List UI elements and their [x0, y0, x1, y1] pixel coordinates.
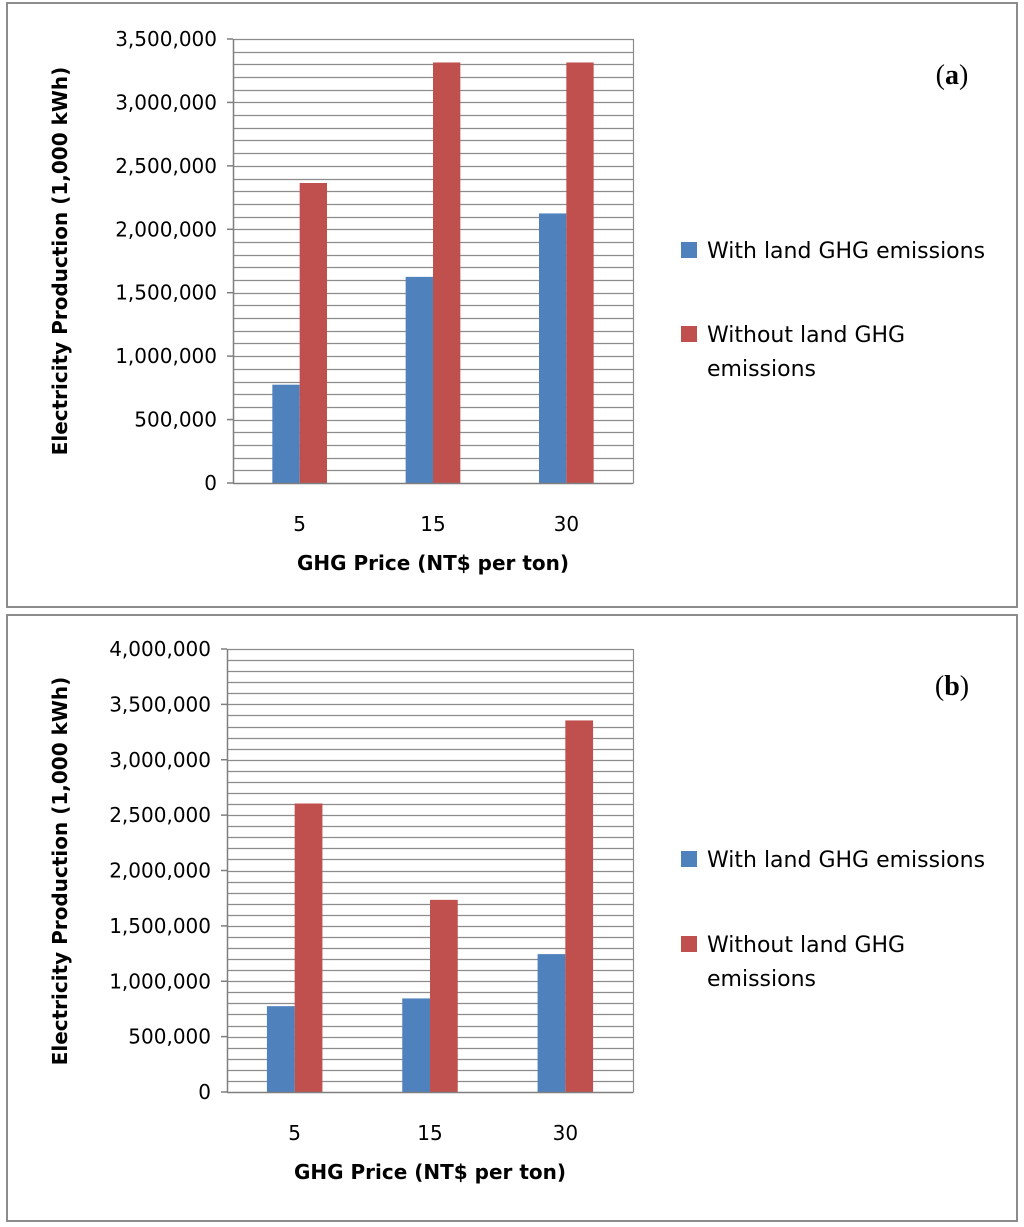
- chart-a-bar-with-land-30: [539, 213, 567, 483]
- chart-a-bar-without-land-5: [299, 182, 327, 484]
- chart-b-y-tick-label: 500,000: [128, 1025, 211, 1049]
- chart-a-y-tick-label: 3,000,000: [115, 90, 217, 114]
- chart-b-legend-swatch-with-land: [681, 851, 697, 867]
- chart-b-bars: [266, 720, 594, 1092]
- chart-b-y-tick-label: 0: [198, 1080, 211, 1104]
- chart-a-y-tick-label: 2,000,000: [115, 217, 217, 241]
- chart-b-bar-without-land-30: [565, 720, 594, 1092]
- chart-b-x-tick-label: 30: [553, 1121, 578, 1145]
- chart-a-y-tick-label: 0: [204, 471, 217, 495]
- chart-panel-a: 0 500,000 1,000,000 1,500,000 2,000,000 2,500…: [6, 2, 1018, 608]
- chart-b-y-tick-label: 4,000,000: [109, 637, 211, 661]
- chart-b-panel-label-close: ): [960, 671, 969, 702]
- chart-b-legend: With land GHG emissions Without land GHG e…: [681, 848, 985, 992]
- chart-b-svg: 0 500,000 1,000,000 1,500,000 2,000,000 2,500…: [48, 637, 985, 1184]
- chart-a-panel-label-letter: a: [945, 60, 959, 91]
- chart-a-x-tick-label: 30: [554, 512, 579, 536]
- chart-a-bar-without-land-30: [566, 62, 594, 484]
- chart-b-y-tick-label: 1,500,000: [109, 914, 211, 938]
- chart-b-y-tick-label: 3,500,000: [109, 692, 211, 716]
- chart-a-legend-swatch-without-land: [681, 326, 697, 342]
- chart-a-y-tick-label: 2,500,000: [115, 154, 217, 178]
- chart-b-panel-label-open: (: [935, 671, 944, 702]
- chart-a-y-tick-label: 1,500,000: [115, 281, 217, 305]
- chart-b-legend-swatch-without-land: [681, 936, 697, 952]
- chart-b-x-tick-label: 5: [288, 1121, 301, 1145]
- chart-a-x-tick-label: 15: [420, 512, 445, 536]
- chart-a-bar-with-land-15: [405, 276, 433, 483]
- chart-a-legend: With land GHG emissions Without land GHG e…: [681, 239, 985, 382]
- chart-a-svg: 0 500,000 1,000,000 1,500,000 2,000,000 2,500…: [48, 27, 985, 575]
- chart-b-legend-label-without-land-line2: emissions: [707, 967, 816, 992]
- chart-b-x-tick-label: 15: [417, 1121, 442, 1145]
- chart-b-x-axis-title: GHG Price (NT$ per ton): [294, 1160, 566, 1184]
- chart-a-y-tick-label: 3,500,000: [115, 27, 217, 51]
- chart-b-bar-with-land-15: [402, 998, 430, 1092]
- chart-a-y-tick-label: 500,000: [134, 408, 217, 432]
- chart-a-bar-without-land-15: [433, 62, 461, 484]
- chart-a-panel-label-open: (: [936, 60, 945, 91]
- chart-b-bar-without-land-15: [430, 899, 458, 1092]
- chart-a-panel-label-close: ): [959, 60, 968, 91]
- chart-a-y-tick-label: 1,000,000: [115, 344, 217, 368]
- chart-b-bar-without-land-5: [294, 803, 323, 1092]
- chart-a-legend-label-without-land-line1: Without land GHG: [707, 323, 905, 348]
- chart-b-y-axis-title: Electricity Production (1,000 kWh): [48, 677, 72, 1066]
- chart-b-bar-with-land-30: [537, 954, 566, 1092]
- chart-b-y-tick-label: 2,000,000: [109, 859, 211, 883]
- chart-a-legend-label-without-land-line2: emissions: [707, 357, 816, 382]
- chart-b-y-tick-label: 2,500,000: [109, 803, 211, 827]
- chart-b-panel-label-letter: b: [944, 671, 960, 702]
- chart-a-bar-with-land-5: [272, 384, 300, 483]
- chart-b-legend-label-without-land-line1: Without land GHG: [707, 933, 905, 958]
- chart-b-y-tick-label: 1,000,000: [109, 969, 211, 993]
- chart-b-y-tick-label: 3,000,000: [109, 748, 211, 772]
- chart-a-x-axis-title: GHG Price (NT$ per ton): [297, 551, 569, 575]
- chart-a-bars: [272, 62, 594, 484]
- chart-panel-b: 0 500,000 1,000,000 1,500,000 2,000,000 2,500…: [6, 614, 1018, 1222]
- chart-b-bar-with-land-5: [266, 1006, 295, 1092]
- chart-a-y-axis-title: Electricity Production (1,000 kWh): [48, 67, 72, 456]
- chart-a-panel-label: (a): [936, 60, 969, 91]
- chart-b-panel-label: (b): [935, 671, 969, 702]
- chart-b-legend-label-with-land: With land GHG emissions: [707, 848, 985, 873]
- chart-a-legend-swatch-with-land: [681, 242, 697, 258]
- chart-a-legend-label-with-land: With land GHG emissions: [707, 239, 985, 264]
- chart-a-x-tick-label: 5: [293, 512, 306, 536]
